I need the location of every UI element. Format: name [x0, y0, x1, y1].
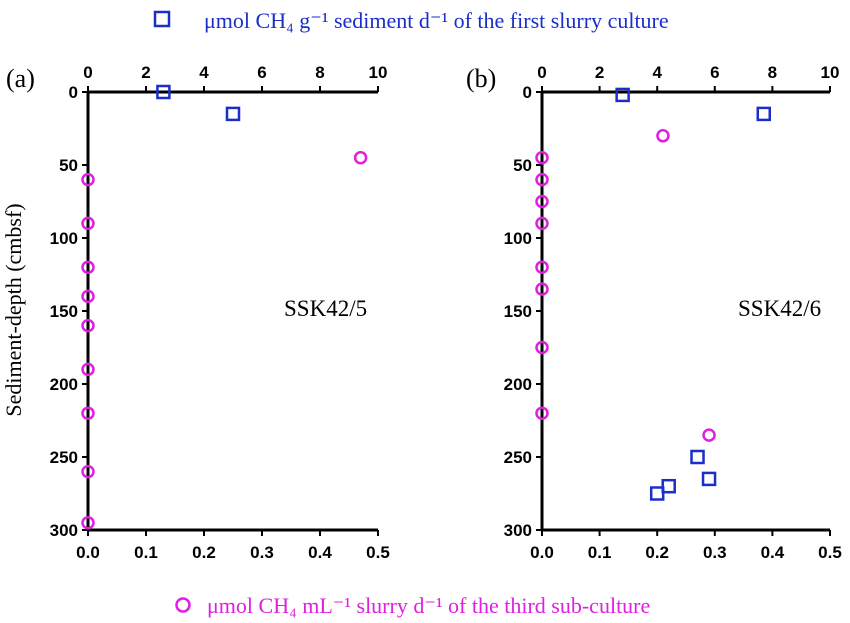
- bottom-tick-label: 0.3: [703, 543, 727, 562]
- top-tick-label: 2: [595, 63, 604, 82]
- square-point: [756, 106, 772, 122]
- y-tick-label: 100: [504, 229, 532, 248]
- y-tick-label: 50: [513, 156, 532, 175]
- y-tick-label: 150: [50, 302, 78, 321]
- circle-point: [535, 340, 549, 355]
- circle-point: [81, 289, 95, 304]
- top-tick-label: 4: [199, 63, 209, 82]
- y-tick-label: 100: [50, 229, 78, 248]
- square-point: [225, 106, 241, 122]
- bottom-tick-label: 0.2: [645, 543, 669, 562]
- y-tick-label: 0: [523, 83, 532, 102]
- circle-point: [81, 464, 95, 479]
- circle-point: [81, 260, 95, 274]
- circle-point: [81, 362, 95, 377]
- top-tick-label: 6: [257, 63, 266, 82]
- y-tick-label: 300: [50, 521, 78, 540]
- circle-point: [535, 282, 549, 296]
- y-tick-label: 0: [69, 83, 78, 102]
- circle-point: [81, 406, 95, 420]
- square-point: [701, 471, 717, 487]
- top-tick-label: 2: [141, 63, 150, 82]
- top-tick-label: 4: [652, 63, 662, 82]
- plot-area: 0 50 100 150 200 250 300 0 2 4 6 8 10 0.0 0.1 0.2 0.3 0.4…: [504, 63, 842, 562]
- bottom-tick-label: 0.0: [530, 543, 554, 562]
- bottom-tick-label: 0.0: [76, 543, 100, 562]
- panel-b: (b) SSK42/6 0 50 100 150 200 250 300 0 2 4 6 8 10 0.0…: [466, 63, 842, 562]
- panel-label: (b): [466, 64, 496, 93]
- circle-point: [81, 172, 95, 187]
- legend-bottom: μmol CH₄ mL⁻¹ slurry d⁻¹ of the third su…: [175, 593, 650, 618]
- y-tick-label: 200: [50, 375, 78, 394]
- square-point: [649, 486, 665, 501]
- legend-square-marker: [153, 10, 171, 28]
- bottom-tick-label: 0.3: [250, 543, 274, 562]
- y-tick-label: 150: [504, 302, 532, 321]
- bottom-tick-label: 0.1: [134, 543, 158, 562]
- legend-square-label: μmol CH₄ g⁻¹ sediment d⁻¹ of the first s…: [204, 8, 669, 33]
- top-tick-label: 10: [821, 63, 840, 82]
- circle-point: [702, 428, 716, 442]
- site-label: SSK42/5: [284, 296, 367, 321]
- circle-point: [535, 406, 549, 420]
- circle-point: [353, 150, 368, 165]
- panel-a: (a) SSK42/5 0 50 100 150 200 250 300 0 2 4 6 8 10 0.0…: [6, 63, 390, 562]
- legend-circle-label: μmol CH₄ mL⁻¹ slurry d⁻¹ of the third su…: [207, 593, 650, 618]
- top-tick-label: 8: [315, 63, 324, 82]
- bottom-tick-label: 0.1: [588, 543, 612, 562]
- y-tick-label: 50: [59, 156, 78, 175]
- bottom-tick-label: 0.2: [192, 543, 216, 562]
- top-tick-label: 6: [710, 63, 719, 82]
- y-tick-label: 300: [504, 521, 532, 540]
- square-point: [156, 84, 171, 100]
- plot-area: 0 50 100 150 200 250 300 0 2 4 6 8 10 0.0 0.1 0.2 0.3 0.4…: [50, 63, 390, 562]
- top-tick-label: 8: [768, 63, 777, 82]
- y-axis-label: Sediment-depth (cmbsf): [1, 203, 26, 416]
- circle-point: [535, 172, 549, 187]
- legend-circle-marker: [175, 597, 191, 613]
- legend-top: μmol CH₄ g⁻¹ sediment d⁻¹ of the first s…: [153, 8, 669, 33]
- circle-point: [535, 150, 549, 165]
- y-tick-label: 200: [504, 375, 532, 394]
- square-point: [690, 449, 705, 465]
- bottom-tick-label: 0.4: [761, 543, 785, 562]
- circle-point: [81, 216, 95, 231]
- top-tick-label: 10: [369, 63, 388, 82]
- circle-point: [535, 194, 549, 209]
- circle-point: [656, 129, 670, 143]
- y-tick-label: 250: [504, 448, 532, 467]
- square-point: [615, 87, 630, 103]
- bottom-tick-label: 0.5: [366, 543, 390, 562]
- bottom-tick-label: 0.4: [308, 543, 332, 562]
- bottom-tick-label: 0.5: [818, 543, 842, 562]
- site-label: SSK42/6: [738, 296, 821, 321]
- circle-point: [535, 216, 549, 231]
- circle-point: [81, 515, 95, 530]
- circle-point: [535, 260, 549, 274]
- circle-point: [81, 318, 95, 333]
- square-point: [661, 478, 676, 494]
- top-tick-label: 0: [83, 63, 92, 82]
- y-tick-label: 250: [50, 448, 78, 467]
- panel-label: (a): [6, 64, 35, 93]
- top-tick-label: 0: [537, 63, 546, 82]
